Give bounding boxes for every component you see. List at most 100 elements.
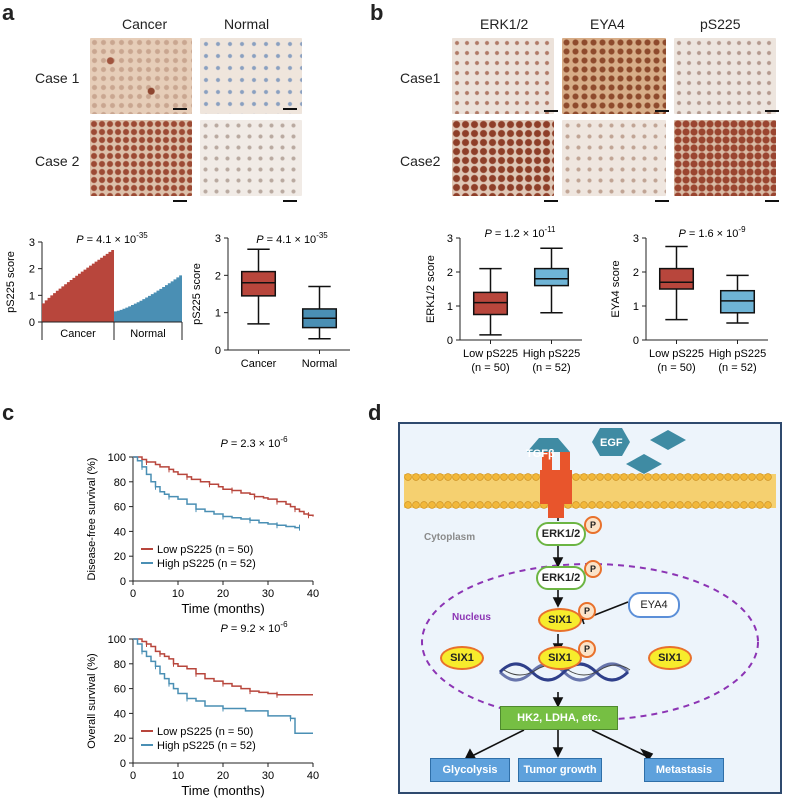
- lipid-head: [644, 501, 652, 509]
- y-tick-label: 1: [447, 301, 453, 313]
- lipid-head: [604, 473, 612, 481]
- x-tick-label: High pS225: [523, 348, 581, 360]
- col-header-ps225: pS225: [700, 16, 741, 32]
- chart-a-waterfall: 0 1 2 3 pS225 score P = 4.1 × 10-35 Cancer Norm…: [5, 231, 183, 340]
- six1-node: SIX1: [538, 608, 582, 632]
- lipid-head: [524, 473, 532, 481]
- scale-bar: [655, 200, 669, 202]
- y-tick-label: 2: [215, 270, 221, 282]
- pathway-diagram: TGFβ EGF Cytoplasm Nucleus ERK1/2 ERK1/2…: [398, 422, 782, 794]
- lipid-head: [444, 501, 452, 509]
- lipid-head: [412, 473, 420, 481]
- scale-bar: [655, 110, 669, 112]
- y-axis-label: Disease-free survival (%): [86, 458, 98, 581]
- lipid-head: [468, 501, 476, 509]
- erk-node-nucleus: ERK1/2: [536, 566, 586, 590]
- y-tick-label: 3: [633, 233, 639, 245]
- lipid-head: [444, 473, 452, 481]
- y-tick-label: 2: [447, 267, 453, 279]
- target-genes-box: HK2, LDHA, etc.: [500, 706, 618, 730]
- x-tick-label: Low pS225: [463, 348, 518, 360]
- dna-helix: [498, 662, 631, 682]
- p-value-label: P = 4.1 × 10-35: [76, 231, 148, 246]
- lipid-head: [596, 473, 604, 481]
- x-tick-label: Cancer: [241, 358, 277, 370]
- y-tick-label: 0: [215, 345, 221, 357]
- ihc-image-b-ps225-case1: [674, 38, 776, 114]
- lipid-head: [404, 473, 412, 481]
- nucleus-label: Nucleus: [452, 612, 491, 623]
- p-value-label: P = 4.1 × 10-35: [256, 231, 328, 246]
- lipid-head: [636, 501, 644, 509]
- x-tick-sublabel: (n = 50): [471, 362, 509, 374]
- y-tick-label: 80: [114, 477, 126, 489]
- y-tick-label: 40: [114, 708, 126, 720]
- scale-bar: [283, 108, 297, 110]
- lipid-head: [476, 473, 484, 481]
- lipid-head: [644, 473, 652, 481]
- box-body: [533, 267, 570, 287]
- y-tick-label: 60: [114, 502, 126, 514]
- x-tick-label: 0: [130, 770, 136, 782]
- egf-diamond-icon: [650, 430, 686, 450]
- lipid-head: [572, 473, 580, 481]
- lipid-head: [612, 473, 620, 481]
- tgf-receptor: [540, 452, 572, 518]
- x-tick-label: 30: [262, 588, 274, 600]
- scale-bar: [544, 110, 558, 112]
- lipid-head: [484, 473, 492, 481]
- ihc-image-b-eya-case2: [562, 120, 666, 196]
- lipid-head: [620, 473, 628, 481]
- outcome-tumor-growth: Tumor growth: [518, 758, 602, 782]
- y-tick-label: 0: [447, 335, 453, 347]
- p-value-label: P = 9.2 × 10-6: [220, 620, 288, 635]
- row-label-case1: Case 1: [35, 70, 80, 86]
- waterfall-cancer-bars: [42, 250, 114, 322]
- y-tick-label: 3: [29, 237, 35, 249]
- row-label-case1-b: Case1: [400, 70, 441, 86]
- ihc-image-a-cancer-case1: [90, 38, 192, 114]
- lipid-head: [764, 473, 772, 481]
- lipid-head: [668, 501, 676, 509]
- y-axis-label: pS225 score: [5, 251, 17, 313]
- panel-label-c: c: [2, 400, 15, 425]
- lipid-head: [420, 501, 428, 509]
- lipid-head: [748, 473, 756, 481]
- cell-membrane: [404, 473, 776, 509]
- ihc-image-b-eya-case1: [562, 38, 666, 114]
- x-tick-label: 20: [217, 588, 229, 600]
- y-tick-label: 2: [29, 264, 35, 276]
- x-axis-label: Time (months): [181, 601, 264, 616]
- lipid-head: [716, 501, 724, 509]
- x-tick-label: 30: [262, 770, 274, 782]
- lipid-head: [452, 501, 460, 509]
- ihc-image-a-normal-case1: [200, 38, 302, 114]
- y-tick-label: 60: [114, 684, 126, 696]
- phospho-badge: P: [578, 640, 596, 658]
- six1-node: SIX1: [440, 646, 484, 670]
- y-tick-label: 20: [114, 733, 126, 745]
- lipid-head: [652, 501, 660, 509]
- ihc-image-a-normal-case2: [200, 120, 302, 196]
- x-tick-label: 20: [217, 770, 229, 782]
- ihc-image-b-erk-case1: [452, 38, 554, 114]
- panel-label-a: a: [2, 0, 15, 25]
- lipid-head: [572, 501, 580, 509]
- p-value-label: P = 2.3 × 10-6: [220, 435, 288, 450]
- lipid-head: [492, 473, 500, 481]
- lipid-head: [756, 473, 764, 481]
- scale-bar: [173, 200, 187, 202]
- lipid-head: [732, 501, 740, 509]
- y-tick-label: 100: [108, 452, 126, 464]
- y-axis-label: EYA4 score: [610, 260, 622, 317]
- lipid-head: [692, 501, 700, 509]
- scale-bar: [765, 110, 779, 112]
- p-value-label: P = 1.6 × 10-9: [678, 225, 746, 240]
- egf-ligand: [592, 428, 630, 456]
- lipid-head: [460, 473, 468, 481]
- lipid-head: [740, 501, 748, 509]
- lipid-head: [588, 501, 596, 509]
- lipid-head: [724, 501, 732, 509]
- lipid-head: [580, 501, 588, 509]
- survival-curve: [133, 638, 313, 734]
